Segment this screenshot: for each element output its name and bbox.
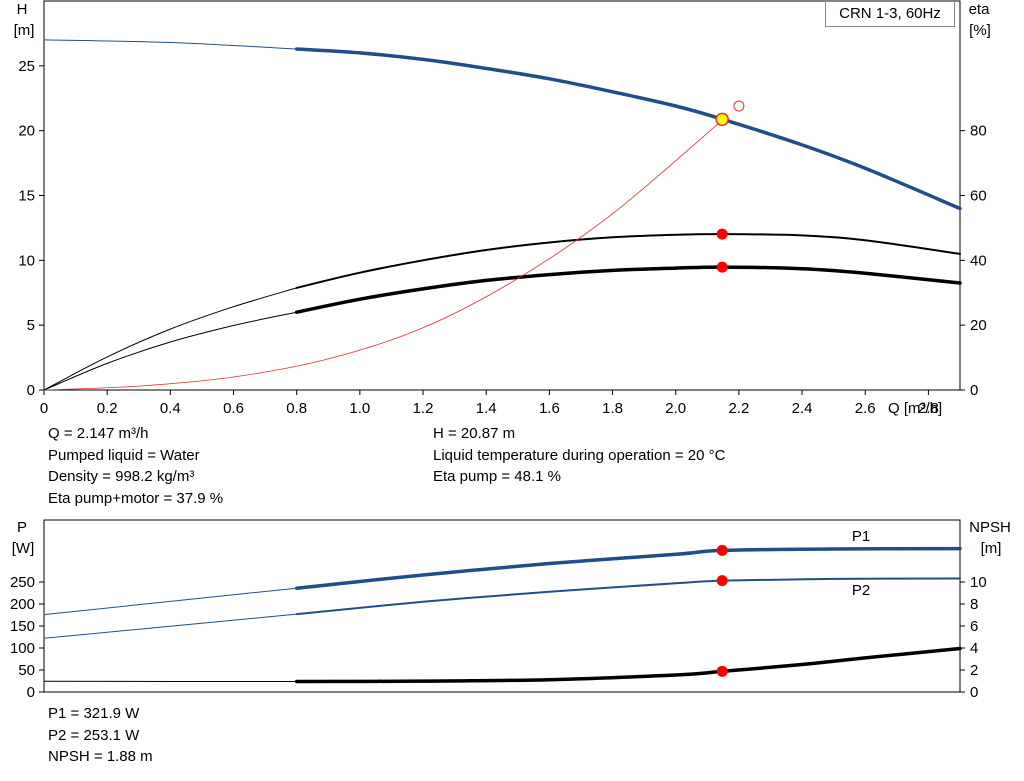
x-tick-label: 2.4 (792, 400, 813, 417)
x-axis-label: Q [m³/h] (888, 400, 942, 417)
top-series-3 (43, 287, 298, 391)
x-tick-label: 1.8 (602, 400, 623, 417)
x-tick-label: 2.8 (918, 400, 939, 417)
y-left-tick-label: 25 (18, 58, 35, 75)
bottom-series-0 (294, 546, 962, 590)
bottom-series-2 (295, 577, 961, 616)
y-right-tick-label: 80 (970, 123, 987, 140)
npsh-tick-label: 0 (970, 684, 978, 701)
x-tick-label: 0.4 (160, 400, 181, 417)
y-left-tick-label: 15 (18, 188, 35, 205)
info-p2: P2 = 253.1 W (48, 726, 140, 744)
y-right-tick-label: 40 (970, 252, 987, 269)
top-plot-frame (43, 0, 961, 391)
chart-title: CRN 1-3, 60Hz (825, 1, 955, 27)
y-left-tick-label: 10 (18, 252, 35, 269)
npsh-operating-point (716, 665, 728, 677)
p2-series-label: P2 (852, 582, 870, 599)
p-tick-label: 100 (10, 640, 35, 657)
p-axis-label: P (17, 519, 27, 536)
x-tick-label: 0.2 (97, 400, 118, 417)
y-right-tick-label: 20 (970, 317, 987, 334)
bottom-series-1 (43, 587, 298, 616)
info-bottom: P1 = 321.9 W P2 = 253.1 W NPSH = 1.88 m (48, 703, 153, 768)
y-right-axis-label: eta (969, 1, 991, 18)
x-tick-label: 0 (40, 400, 48, 417)
x-tick-label: 1.2 (413, 400, 434, 417)
npsh-tick-label: 2 (970, 662, 978, 679)
x-tick-label: 2.6 (855, 400, 876, 417)
top-series-0 (294, 47, 962, 211)
p1-operating-point (716, 544, 728, 556)
top-series-5 (43, 311, 298, 391)
p-tick-label: 50 (18, 662, 35, 679)
x-tick-label: 2.2 (728, 400, 749, 417)
bottom-series-3 (43, 613, 298, 639)
x-tick-label: 1.6 (539, 400, 560, 417)
info-h: H = 20.87 m (433, 425, 516, 442)
y-left-tick-label: 0 (27, 382, 35, 399)
h-eta-plot: 0 5 10 15 20 25 0 20 40 60 80 0 0.2 0.4 0.6 0.8 1.0 1.2 1.… (14, 0, 991, 417)
bottom-plot-frame (43, 519, 961, 693)
eta-pump-operating-point (716, 228, 728, 240)
y-left-tick-label: 20 (18, 123, 35, 140)
p2-operating-point (716, 575, 728, 587)
info-eta-pump-motor: Eta pump+motor = 37.9 % (48, 489, 224, 507)
duty-point-marker (715, 112, 729, 127)
p-tick-label: 150 (10, 618, 35, 635)
info-q: Q = 2.147 m³/h (48, 425, 149, 442)
top-series-4 (294, 265, 962, 314)
x-tick-label: 0.6 (223, 400, 244, 417)
info-eta-pump: Eta pump = 48.1 % (433, 468, 561, 485)
bottom-series-4 (294, 646, 962, 684)
p-axis-unit: [W] (12, 540, 35, 557)
x-tick-label: 2.0 (665, 400, 686, 417)
npsh-tick-label: 8 (970, 596, 978, 613)
npsh-axis-label: NPSH (969, 519, 1011, 536)
npsh-axis-unit: [m] (981, 540, 1002, 557)
y-right-tick-label: 60 (970, 188, 987, 205)
x-tick-label: 0.8 (286, 400, 307, 417)
y-left-tick-label: 5 (27, 317, 35, 334)
p-tick-label: 200 (10, 596, 35, 613)
npsh-tick-label: 10 (970, 574, 987, 591)
info-p1: P1 = 321.9 W (48, 705, 140, 722)
y-left-axis-label: H (17, 1, 28, 18)
requested-point-marker (733, 100, 745, 112)
y-left-axis-unit: [m] (14, 22, 35, 39)
x-tick-label: 1.4 (476, 400, 497, 417)
top-series-1 (43, 39, 298, 50)
info-liquid-temperature: Liquid temperature during operation = 20… (433, 446, 726, 464)
top-series-2 (295, 233, 961, 289)
p-tick-label: 250 (10, 574, 35, 591)
npsh-tick-label: 6 (970, 618, 978, 635)
p-npsh-plot: 0 50 100 150 200 250 0 2 4 6 8 10 P [W] NPSH [m] P1 P2 (10, 519, 1011, 701)
x-tick-label: 1.0 (349, 400, 370, 417)
info-top-right: H = 20.87 m Liquid temperature during op… (433, 423, 725, 488)
info-density: Density = 998.2 kg/m³ (48, 468, 195, 485)
eta-total-operating-point (716, 261, 728, 273)
info-top-left: Q = 2.147 m³/h Pumped liquid = Water Den… (48, 423, 223, 509)
top-series-6 (43, 119, 724, 391)
p-tick-label: 0 (27, 684, 35, 701)
npsh-tick-label: 4 (970, 640, 978, 657)
y-right-tick-label: 0 (970, 382, 978, 399)
p1-series-label: P1 (852, 528, 870, 545)
info-pumped-liquid: Pumped liquid = Water (48, 446, 200, 464)
y-right-axis-unit: [%] (969, 22, 991, 39)
info-npsh: NPSH = 1.88 m (48, 748, 153, 765)
